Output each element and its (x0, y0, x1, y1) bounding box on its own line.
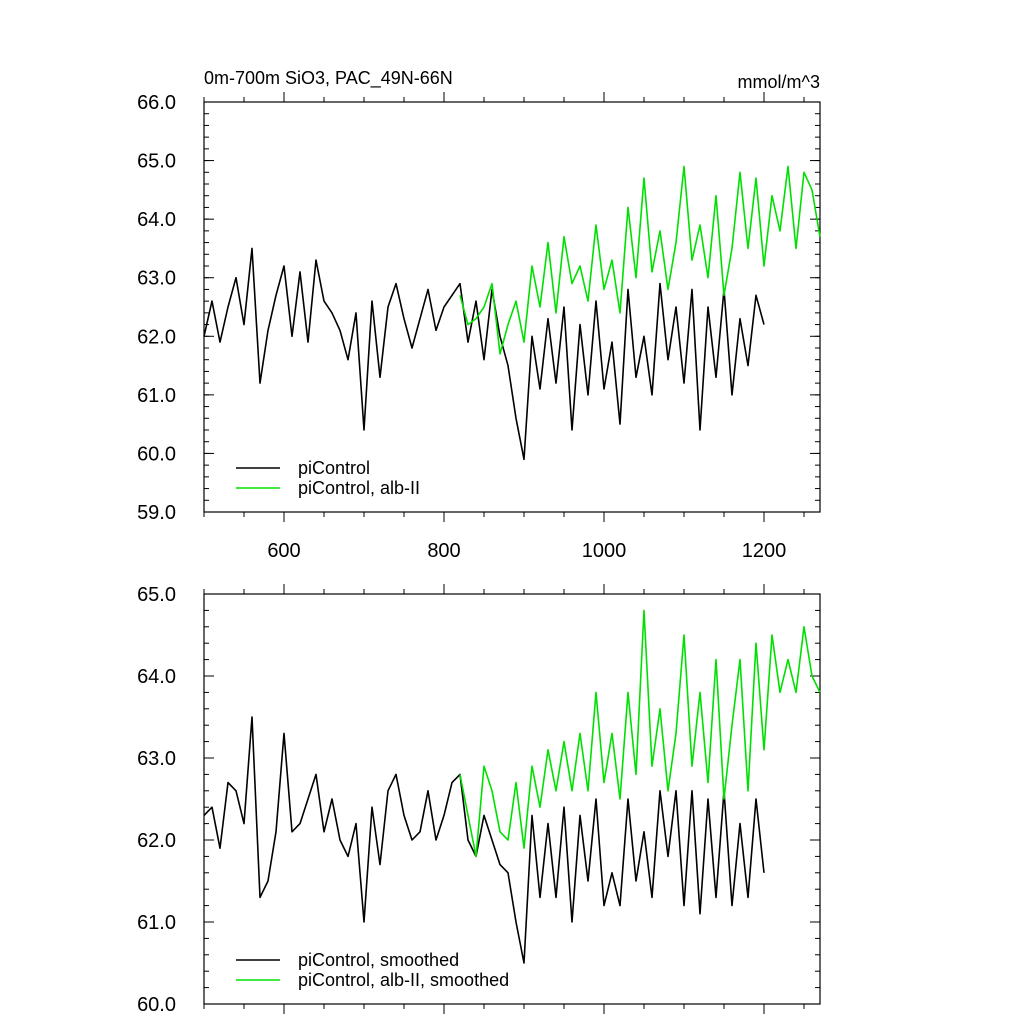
legend-label-picontrol-alb-ii: piControl, alb-II (298, 478, 420, 498)
plot-frame (203, 101, 821, 513)
bottom-panel: 60.0 61.0 62.0 63.0 64.0 65.0 piControl, smoo… (137, 584, 821, 1016)
series-line-picontrol-smoothed (203, 716, 765, 964)
units-label: mmol/m^3 (738, 72, 820, 92)
series-line-picontrol-alb-ii-smoothed (459, 609, 821, 858)
x-tick-label: 1000 (582, 540, 627, 562)
x-tick-label: 1200 (742, 540, 787, 562)
y-tick-label: 61.0 (137, 912, 176, 934)
top-panel: 0m-700m SiO3, PAC_49N-66N mmol/m^3 59.0 6… (137, 68, 821, 562)
y-tick-label: 63.0 (137, 268, 176, 290)
y-tick-label: 63.0 (137, 748, 176, 770)
y-tick-label: 66.0 (137, 92, 176, 114)
top-axes: 59.0 60.0 61.0 62.0 63.0 64.0 65.0 66.0 600 800 10… (137, 92, 821, 562)
x-tick-label: 600 (267, 540, 300, 562)
bottom-series (203, 609, 821, 964)
y-tick-label: 62.0 (137, 326, 176, 348)
y-tick-label: 60.0 (137, 994, 176, 1016)
y-tick-label: 59.0 (137, 502, 176, 524)
y-tick-label: 64.0 (137, 209, 176, 231)
series-line-picontrol (203, 247, 765, 461)
y-tick-label: 65.0 (137, 151, 176, 173)
bottom-legend: piControl, smoothed piControl, alb-II, s… (236, 950, 509, 990)
y-tick-label: 64.0 (137, 666, 176, 688)
legend-label-picontrol-alb-ii-smoothed: piControl, alb-II, smoothed (298, 970, 509, 990)
series-line-picontrol-alb-ii (459, 165, 821, 355)
chart-title: 0m-700m SiO3, PAC_49N-66N (204, 68, 453, 89)
legend-label-picontrol-smoothed: piControl, smoothed (298, 950, 459, 970)
y-tick-label: 65.0 (137, 584, 176, 606)
plot-frame (203, 593, 821, 1005)
y-tick-label: 60.0 (137, 443, 176, 465)
top-series (203, 165, 821, 461)
bottom-axes: 60.0 61.0 62.0 63.0 64.0 65.0 (137, 584, 821, 1016)
x-tick-label: 800 (427, 540, 460, 562)
y-tick-label: 61.0 (137, 385, 176, 407)
legend-label-picontrol: piControl (298, 458, 370, 478)
y-tick-label: 62.0 (137, 830, 176, 852)
top-legend: piControl piControl, alb-II (236, 458, 420, 498)
